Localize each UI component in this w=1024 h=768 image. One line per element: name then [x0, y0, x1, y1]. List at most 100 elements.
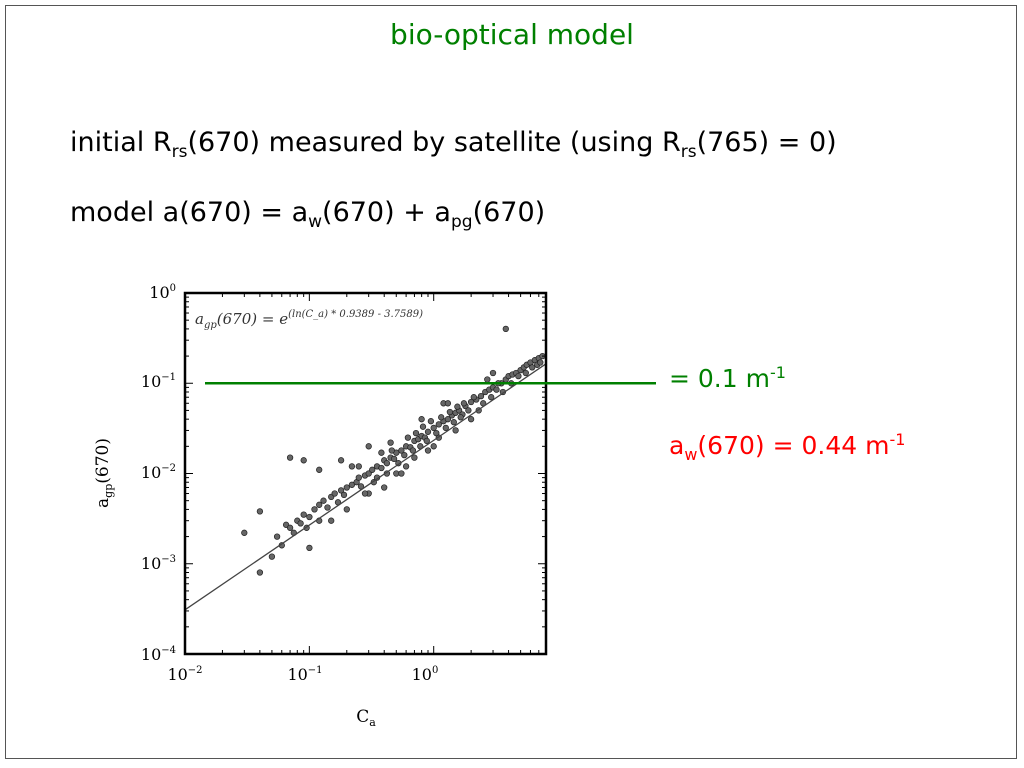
y-tick-label-1: 10−3 — [141, 554, 176, 573]
data-point — [411, 454, 418, 461]
data-point — [300, 457, 307, 464]
data-point — [454, 403, 461, 410]
data-point — [337, 487, 345, 494]
data-point — [484, 376, 491, 383]
data-point — [438, 414, 445, 421]
svg-text:100: 100 — [412, 665, 439, 684]
satellite-measurement-line: initial Rrs(670) measured by satellite (… — [70, 127, 837, 161]
line2-part-a: model a(670) = a — [70, 197, 309, 228]
svg-text:10−3: 10−3 — [141, 554, 176, 573]
threshold-value: = 0.1 m — [669, 364, 770, 393]
y-tick-label-4: 100 — [149, 283, 176, 302]
data-point — [460, 400, 468, 407]
data-point — [424, 428, 432, 435]
line1-sub-rs-2: rs — [680, 142, 697, 162]
data-point — [340, 491, 348, 499]
data-point — [430, 424, 437, 432]
line2-part-c: (670) — [472, 197, 546, 228]
data-point — [378, 449, 385, 456]
svg-text:10−2: 10−2 — [141, 463, 176, 482]
threshold-label: = 0.1 m-1 — [669, 364, 786, 393]
data-point — [316, 466, 323, 473]
data-point — [402, 463, 410, 470]
data-point — [465, 407, 472, 414]
data-point — [404, 434, 412, 441]
svg-text:10−4: 10−4 — [141, 645, 176, 664]
data-point — [337, 457, 345, 464]
data-point — [320, 497, 327, 504]
y-tick-label-0: 10−4 — [141, 645, 176, 664]
data-point — [268, 553, 276, 560]
data-point — [457, 414, 464, 421]
data-point — [529, 364, 536, 371]
data-point — [324, 504, 331, 511]
data-point — [409, 447, 417, 454]
y-tick-exp-1: −3 — [161, 554, 176, 565]
equation-lhs-sub: gp — [204, 320, 217, 331]
y-tick-exp-3: −1 — [161, 372, 176, 383]
x-axis-label-sub: a — [369, 716, 376, 729]
slide-title: bio-optical model — [390, 18, 634, 51]
aw-symbol: a — [669, 431, 685, 460]
data-point — [273, 533, 281, 540]
data-point — [489, 369, 497, 377]
y-axis-label-rest: (670) — [93, 438, 113, 484]
data-point — [444, 416, 452, 423]
y-axis-label: agp(670) — [93, 438, 115, 508]
data-point — [467, 416, 475, 423]
data-point — [390, 455, 398, 463]
data-point — [398, 470, 405, 477]
data-point — [430, 443, 437, 450]
fit-line — [184, 363, 547, 611]
data-point — [427, 418, 435, 425]
data-point — [378, 464, 385, 472]
slide-frame — [5, 5, 1017, 759]
data-point — [297, 520, 304, 527]
data-point — [311, 506, 318, 513]
data-point — [316, 501, 323, 508]
aw-value: (670) = 0.44 m — [697, 431, 890, 460]
data-point — [387, 439, 394, 446]
svg-text:10−2: 10−2 — [167, 665, 202, 684]
data-point — [419, 423, 427, 430]
data-point — [433, 429, 440, 437]
data-point — [300, 511, 307, 518]
data-point — [412, 429, 420, 437]
line1-part-a: initial R — [70, 127, 172, 158]
y-tick-exp-0: −4 — [161, 645, 176, 656]
data-point — [331, 490, 338, 497]
y-tick-label-2: 10−2 — [141, 463, 176, 482]
data-point — [355, 474, 362, 481]
threshold-unit-exponent: -1 — [769, 363, 786, 382]
data-point — [502, 325, 509, 333]
data-point — [256, 569, 264, 576]
line1-sub-rs: rs — [171, 142, 188, 162]
y-tick-exp-4: 0 — [170, 283, 176, 294]
x-tick-exp-2: 0 — [432, 665, 438, 676]
data-point — [424, 447, 432, 454]
data-point — [381, 484, 388, 491]
water-absorption-label: aw(670) = 0.44 m-1 — [669, 431, 941, 463]
x-axis-label: Ca — [356, 707, 376, 729]
y-tick-exp-2: −2 — [161, 463, 176, 474]
model-equation-line: model a(670) = aw(670) + apg(670) — [70, 197, 546, 231]
data-point — [286, 524, 294, 531]
data-point — [442, 424, 449, 432]
x-tick-exp-0: −2 — [188, 665, 203, 676]
line1-part-c: (765) = 0) — [696, 127, 837, 158]
data-point — [365, 443, 372, 450]
data-point — [348, 481, 356, 488]
equation-lhs-rest: (670) = e — [217, 310, 288, 328]
data-point — [286, 454, 294, 461]
svg-text:10−1: 10−1 — [141, 372, 176, 391]
data-point — [477, 392, 485, 400]
points-layer — [241, 325, 546, 576]
line2-sub-w: w — [308, 212, 323, 232]
data-point — [361, 490, 369, 497]
data-point — [343, 484, 350, 491]
data-point — [467, 398, 475, 406]
data-point — [537, 359, 544, 366]
data-point — [343, 506, 350, 513]
data-point — [401, 451, 408, 459]
data-point — [348, 463, 356, 470]
